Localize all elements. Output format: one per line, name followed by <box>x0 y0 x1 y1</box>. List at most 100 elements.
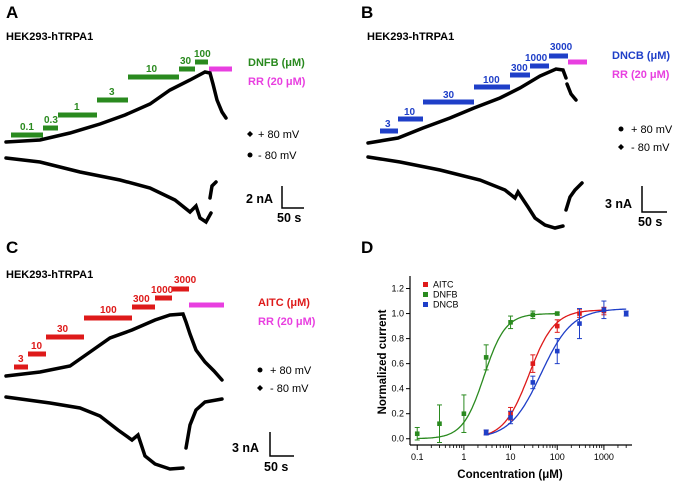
cell-label-b: HEK293-hTRPA1 <box>367 31 454 43</box>
conc-label-b-6: 1000 <box>525 53 548 64</box>
point-aitc-3 <box>554 323 560 329</box>
conc-label-b-2: 10 <box>404 107 416 118</box>
point-dncb-6 <box>623 311 629 316</box>
cell-label-c: HEK293-hTRPA1 <box>6 269 93 281</box>
x-axis-label: Concentration (μM) <box>457 469 563 481</box>
cell-label-a: HEK293-hTRPA1 <box>6 31 93 43</box>
trace-c-minus <box>4 395 224 471</box>
legend-aitc: AITC (μM) <box>258 297 310 309</box>
x-tick-label-2: 10 <box>506 452 516 462</box>
scale-bar-c <box>269 432 294 457</box>
point-dncb-3 <box>554 348 560 354</box>
conc-labels-a: 0.1 0.3 1 3 10 30 100 <box>20 49 211 133</box>
scale-bar-a <box>281 186 304 209</box>
bars-b <box>380 53 587 134</box>
conc-label-c-3: 30 <box>57 324 69 335</box>
diamond-icon-b <box>618 144 624 150</box>
y-tick-label-5: 1.0 <box>391 309 404 319</box>
circle-icon-b <box>618 126 624 132</box>
minus-label-a: - 80 mV <box>258 150 297 162</box>
bars-a <box>11 59 232 138</box>
scale-time-a: 50 s <box>277 211 301 225</box>
conc-label-b-7: 3000 <box>550 42 573 53</box>
legend-swatch-dnfb <box>423 292 428 297</box>
fit-curve-dnfb <box>417 313 558 440</box>
point-dncb-0 <box>483 430 489 435</box>
panel-a: A HEK293-hTRPA1 0.1 0.3 1 3 10 30 100 DN… <box>4 3 306 225</box>
scale-bar-b <box>641 186 667 213</box>
point-dncb-2 <box>530 380 536 385</box>
panel-label-d: D <box>361 238 373 257</box>
point-dnfb-0 <box>414 431 420 437</box>
point-dnfb-5 <box>530 312 536 318</box>
y-tick-label-1: 0.2 <box>391 409 404 419</box>
y-tick-label-4: 0.8 <box>391 334 404 344</box>
point-dncb-5 <box>601 307 607 313</box>
conc-label-b-4: 100 <box>483 75 500 86</box>
conc-label-a-5: 10 <box>146 64 158 75</box>
point-aitc-2 <box>530 361 536 366</box>
circle-icon-c <box>257 367 263 373</box>
point-dnfb-6 <box>554 311 560 316</box>
dose-response-chart: Normalized current Concentration (μM) 0.… <box>377 276 632 481</box>
trace-a-plus <box>4 70 228 144</box>
legend-label-dnfb: DNFB <box>433 290 458 300</box>
x-tick-label-1: 1 <box>461 452 466 462</box>
legend-rr-a: RR (20 μM) <box>248 76 306 88</box>
panel-c: C HEK293-hTRPA1 3 10 30 100 300 1000 300… <box>4 238 316 474</box>
conc-label-a-6: 30 <box>180 56 192 67</box>
panel-b: B HEK293-hTRPA1 3 10 30 100 300 1000 300… <box>361 3 673 230</box>
scale-current-b: 3 nA <box>605 197 632 211</box>
scale-time-b: 50 s <box>638 215 662 229</box>
panel-label-b: B <box>361 3 373 22</box>
conc-label-a-7: 100 <box>194 49 211 60</box>
legend-dnfb: DNFB (μM) <box>248 57 305 69</box>
bars-c <box>14 286 224 370</box>
conc-label-b-5: 300 <box>511 63 528 74</box>
x-tick-label-0: 0.1 <box>411 452 424 462</box>
x-tick-label-4: 1000 <box>594 452 614 462</box>
conc-label-c-1: 3 <box>18 354 24 365</box>
conc-label-c-6: 1000 <box>151 285 174 296</box>
legend-dncb: DNCB (μM) <box>612 50 670 62</box>
point-dnfb-3 <box>483 355 489 360</box>
trace-c-plus <box>4 312 224 382</box>
y-tick-label-2: 0.4 <box>391 384 404 394</box>
legend-swatch-dncb <box>423 302 428 307</box>
legend-label-dncb: DNCB <box>433 300 459 310</box>
conc-label-a-4: 3 <box>109 87 115 98</box>
point-dncb-1 <box>508 415 513 420</box>
point-dnfb-4 <box>508 320 513 325</box>
legend-swatch-aitc <box>423 282 428 287</box>
conc-label-a-3: 1 <box>74 102 80 113</box>
scale-current-c: 3 nA <box>232 441 259 455</box>
point-dnfb-2 <box>461 411 467 417</box>
legend-rr-c: RR (20 μM) <box>258 316 316 328</box>
conc-label-b-3: 30 <box>443 90 455 101</box>
y-axis-label: Normalized current <box>377 309 389 414</box>
scale-current-a: 2 nA <box>246 192 273 206</box>
conc-label-c-2: 10 <box>31 341 43 352</box>
legend-label-aitc: AITC <box>433 280 454 290</box>
conc-label-b-1: 3 <box>385 119 391 130</box>
conc-label-c-4: 100 <box>100 305 117 316</box>
diamond-icon-a <box>247 131 253 137</box>
trace-b-minus <box>366 155 584 230</box>
conc-label-c-7: 3000 <box>174 275 197 286</box>
plus-label-c: + 80 mV <box>270 365 312 377</box>
conc-labels-b: 3 10 30 100 300 1000 3000 <box>385 42 573 130</box>
trace-b-plus <box>366 67 578 145</box>
trace-a-minus <box>4 156 218 225</box>
conc-labels-c: 3 10 30 100 300 1000 3000 <box>18 275 197 365</box>
y-tick-label-3: 0.6 <box>391 359 404 369</box>
conc-label-a-2: 0.3 <box>44 115 58 126</box>
diamond-icon-c <box>257 385 263 391</box>
scale-time-c: 50 s <box>264 460 288 474</box>
panel-d: D Normalized current Concentration (μM) … <box>361 238 632 481</box>
y-tick-label-6: 1.2 <box>391 284 404 294</box>
x-tick-label-3: 100 <box>550 452 565 462</box>
point-dnfb-1 <box>437 421 442 427</box>
panel-label-c: C <box>6 238 18 257</box>
fit-curve-aitc <box>485 309 604 436</box>
